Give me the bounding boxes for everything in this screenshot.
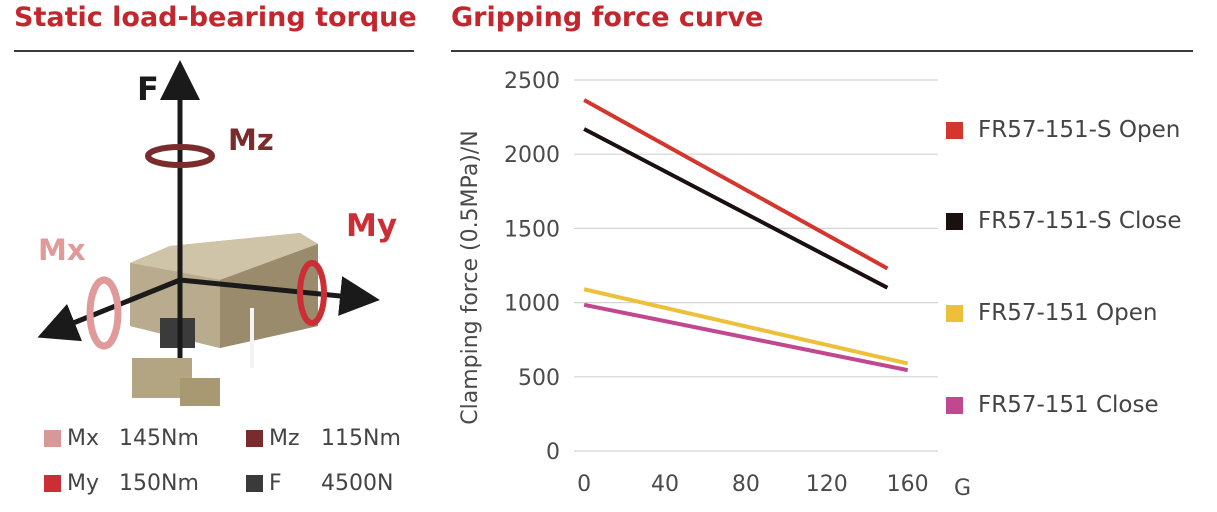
my-rotation-arrow [297,260,327,326]
x-tick-label: 40 [651,472,679,497]
x-tick-label: 80 [732,472,760,497]
mz-swatch [246,430,263,447]
legend-label: FR57-151 Open [978,300,1158,326]
spec-value: 115Nm [321,426,401,451]
series-line [583,127,889,290]
series-line [583,287,909,366]
spec-mx: Mx 145Nm [44,426,199,451]
gripper-body [130,233,318,406]
torque-title-rule [14,50,414,52]
mx-label: Mx [38,233,86,267]
spec-label: Mx [67,426,100,451]
legend-swatch [946,212,963,230]
legend-label: FR57-151-S Open [978,117,1181,143]
y-axis-label: Clamping force (0.5MPa)/N [458,130,483,425]
torque-section-title: Static load-bearing torque [14,2,417,33]
series-line [583,98,889,271]
legend-item: FR57-151-S Open [946,117,1180,143]
gripping-force-chart: 0 500 1000 1500 2000 2500 0 40 80 120 160 Clamping … [458,69,970,501]
torque-specs: Mx 145Nm Mz 115Nm My 150Nm F 4500N [44,422,424,502]
legend-item: FR57-151-S Close [946,208,1182,234]
spec-value: 150Nm [119,471,199,496]
legend-item: FR57-151 Open [946,300,1157,326]
spec-f: F 4500N [246,471,393,496]
y-tick-label: 0 [546,440,560,465]
legend-item: FR57-151 Close [946,392,1159,418]
f-axis-label: F [137,70,159,108]
legend-label: FR57-151 Close [978,392,1159,418]
x-axis-label: Gripping distance/mm [954,476,970,501]
mx-rotation-arrow [86,276,122,350]
spec-value: 4500N [321,471,394,496]
chart-section-title: Gripping force curve [451,2,764,33]
spec-label: Mz [269,426,300,451]
my-label: My [346,208,397,244]
y-tick-label: 1000 [504,292,560,317]
f-swatch [246,475,263,492]
spec-my: My 150Nm [44,471,199,496]
legend-swatch [946,396,963,414]
x-tick-label: 160 [887,472,929,497]
y-tick-label: 2000 [504,143,560,168]
mz-label: Mz [228,123,274,157]
mz-rotation-arrow [145,144,215,168]
legend-swatch [946,121,963,139]
spec-label: My [67,471,100,496]
legend-swatch [946,304,963,322]
x-tick-label: 120 [806,472,848,497]
spec-mz: Mz 115Nm [246,426,401,451]
my-swatch [44,475,61,492]
gripper-torque-diagram: F Mz My Mx [37,60,397,406]
y-tick-label: 500 [518,366,560,391]
my-axis-arrow [179,276,380,316]
mx-swatch [44,430,61,447]
legend-label: FR57-151-S Close [978,208,1182,234]
chart-title-rule [451,50,1193,52]
y-tick-label: 2500 [504,69,560,94]
spec-label: F [269,471,282,496]
series-line [583,302,909,373]
y-tick-label: 1500 [504,217,560,242]
spec-value: 145Nm [119,426,199,451]
x-tick-label: 0 [577,472,591,497]
